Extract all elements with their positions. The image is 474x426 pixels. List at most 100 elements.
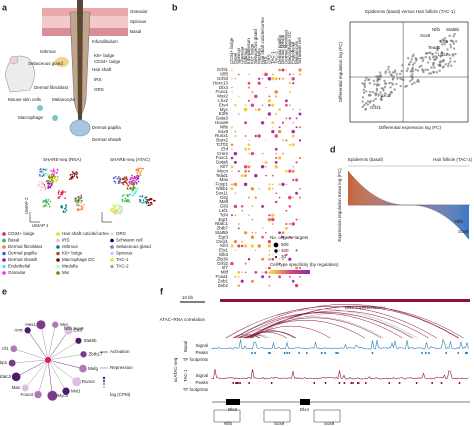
dot: [250, 235, 255, 239]
peak: [425, 352, 427, 354]
dot: [261, 235, 264, 239]
gene-label: Gata3: [216, 116, 229, 121]
legend-label: Dermal papilla: [8, 251, 37, 256]
point: [449, 46, 453, 49]
tissue-label: Hair shaft: [92, 67, 112, 72]
umap-point: [47, 174, 49, 177]
umap-point: [55, 179, 58, 182]
umap-point: [47, 182, 50, 185]
peak: [239, 382, 241, 384]
dot: [278, 108, 281, 111]
umap-point: [42, 170, 44, 172]
point: [364, 101, 368, 105]
umap-point: [76, 203, 79, 205]
point: [404, 85, 407, 88]
legend-label: Schwann cell: [116, 238, 143, 243]
point: [441, 60, 444, 63]
umap-point: [129, 187, 131, 189]
dot: [285, 117, 288, 120]
umap-point: [60, 194, 62, 196]
dot: [250, 151, 255, 156]
gene-label: Ets1: [219, 248, 229, 253]
dot: [267, 239, 272, 244]
dot: [233, 160, 237, 164]
column-label: Basal: [233, 53, 238, 64]
dot: [285, 169, 288, 173]
bar: [379, 198, 381, 206]
gene-label: Zeb1: [218, 278, 229, 283]
dot: [247, 86, 251, 89]
panel-label: b: [172, 2, 178, 12]
dot: [248, 153, 250, 155]
size-key: [275, 256, 277, 258]
umap-point: [45, 200, 48, 202]
dot: [234, 134, 237, 138]
dot: [241, 240, 244, 243]
umap-point: [132, 183, 134, 185]
gene-label: Ehf: [221, 146, 229, 151]
dot: [261, 104, 264, 106]
bar: [441, 205, 443, 215]
umap-point: [117, 204, 120, 206]
gene-label: Zfp36: [216, 256, 228, 261]
umap-point: [50, 174, 52, 177]
point: [428, 56, 431, 59]
point: [390, 91, 394, 94]
panel-label: c: [330, 2, 335, 12]
legend-label: TAC-2: [116, 264, 129, 269]
dot: [261, 271, 264, 274]
point: [446, 52, 449, 56]
legend-label: TAC-1: [116, 257, 129, 262]
dot: [271, 213, 275, 217]
dot: [244, 174, 247, 177]
umap-point: [135, 181, 138, 184]
dot: [260, 121, 265, 125]
bar: [386, 201, 388, 206]
umap-point: [47, 187, 50, 189]
umap-point: [124, 181, 126, 184]
node: [75, 337, 82, 344]
umap-point: [38, 181, 41, 183]
umap-point: [39, 175, 42, 177]
edge: [47, 359, 67, 392]
umap-point: [109, 208, 112, 211]
dot: [265, 174, 267, 177]
umap-point: [115, 210, 118, 213]
umap-point: [137, 170, 140, 173]
umap-point: [75, 173, 78, 176]
point: [414, 57, 417, 60]
dot: [238, 276, 240, 278]
loop: [239, 311, 413, 339]
dot: [251, 205, 254, 208]
column-label: Macrophage DC: [287, 30, 292, 64]
point: [424, 55, 427, 59]
umap-point: [136, 168, 138, 171]
point: [361, 82, 364, 85]
legend-swatch: [56, 232, 60, 236]
umap-point: [137, 180, 140, 183]
umap-point: [48, 173, 50, 175]
peak: [237, 382, 239, 384]
umap-point: [128, 183, 131, 185]
dot: [261, 204, 265, 208]
point: [365, 76, 368, 80]
bar: [372, 194, 374, 206]
dot: [265, 166, 267, 168]
bar: [357, 181, 359, 206]
dot: [243, 231, 248, 235]
point: [372, 79, 376, 83]
peak: [398, 382, 401, 384]
point: [384, 70, 388, 73]
motif-label: Nfib: [224, 421, 232, 426]
panel-label: a: [2, 2, 8, 12]
dot: [285, 183, 287, 185]
umap-point: [64, 191, 67, 193]
peak: [440, 382, 443, 384]
legend-label: Macrophage DC: [62, 257, 96, 262]
gene-label: Stat5b: [215, 230, 229, 235]
point: [418, 65, 421, 69]
bar: [363, 187, 365, 206]
node-label: Max: [12, 385, 21, 390]
loop: [236, 329, 295, 339]
